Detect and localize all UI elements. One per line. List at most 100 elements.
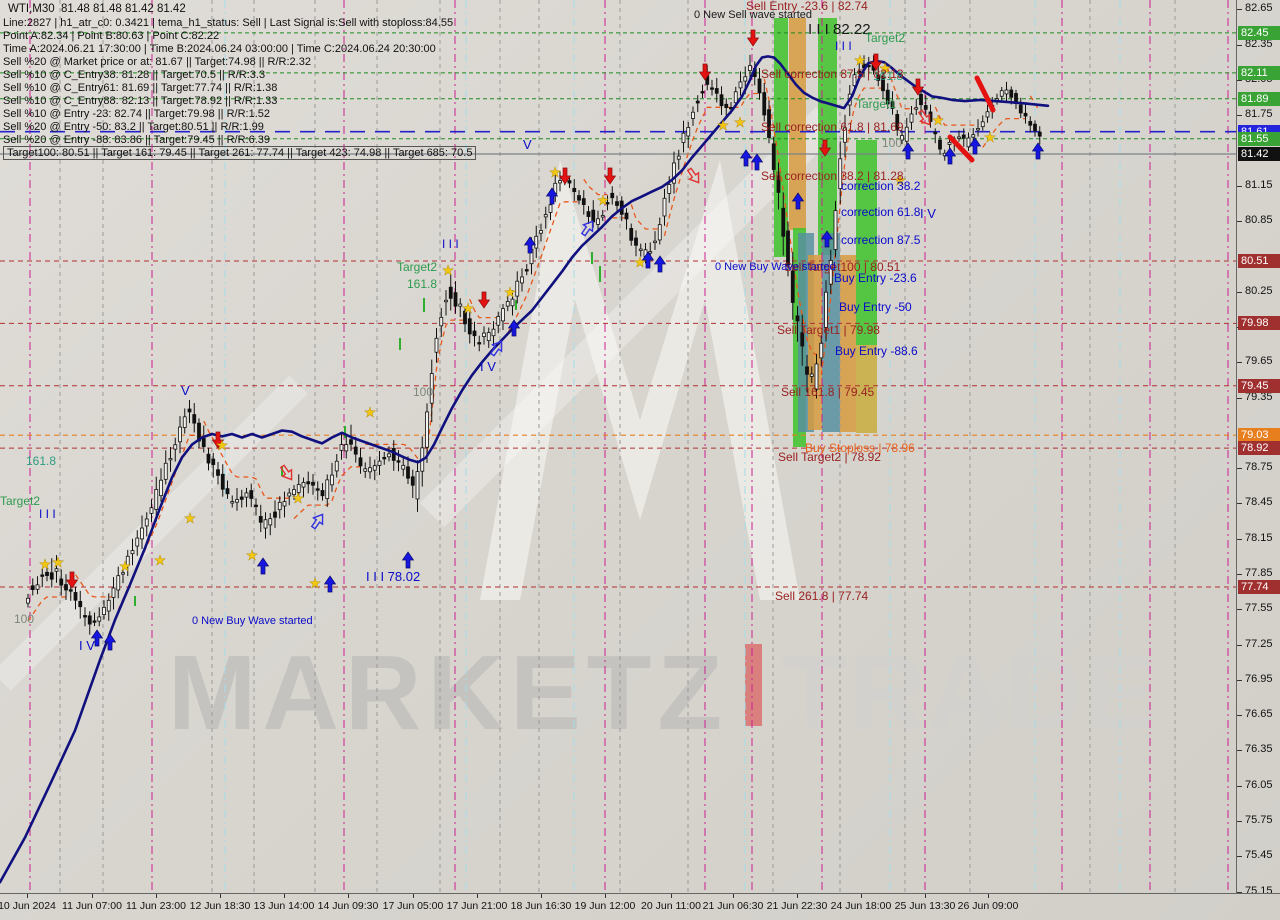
price-label: 76.65 <box>1245 708 1273 720</box>
time-tick <box>156 894 157 898</box>
price-label: 81.75 <box>1245 108 1273 120</box>
star-icon: ★ <box>216 437 229 453</box>
watermark-brand-right: TRADE <box>782 634 1158 752</box>
price-level-badge: 78.92 <box>1238 441 1280 455</box>
session-separators <box>29 0 1229 893</box>
star-icon: ★ <box>879 60 892 76</box>
wave-zones <box>774 18 877 447</box>
star-icon: ★ <box>52 554 65 570</box>
hollow-sell-arrow-icon <box>279 464 293 481</box>
time-label: 17 Jun 21:00 <box>446 900 508 912</box>
hollow-buy-arrow-icon <box>580 220 594 237</box>
zone-green <box>856 140 877 345</box>
time-tick <box>27 894 28 898</box>
signal-markers: ★ ★ ★ ★★★★★★★★★★★★★★ ★★ ★★★★ <box>39 29 1045 651</box>
buy-arrow-icon <box>653 255 667 273</box>
star-icon: ★ <box>734 114 747 130</box>
buy-arrow-icon <box>750 153 764 171</box>
sell-arrow-icon <box>698 63 712 81</box>
time-tick <box>220 894 221 898</box>
time-label: 17 Jun 05:00 <box>382 900 444 912</box>
time-label: 14 Jun 09:30 <box>317 900 379 912</box>
star-icon: ★ <box>854 52 867 68</box>
price-label: 78.75 <box>1245 461 1273 473</box>
star-icon: ★ <box>184 510 197 526</box>
price-tick <box>1237 9 1242 10</box>
buy-arrow-icon <box>103 633 117 651</box>
price-label: 77.55 <box>1245 602 1273 614</box>
price-level-badge: 81.89 <box>1238 92 1280 106</box>
zone-khaki <box>856 345 877 433</box>
sell-arrow-icon <box>911 78 925 96</box>
price-tick <box>1237 786 1242 787</box>
time-label: 12 Jun 18:30 <box>189 900 251 912</box>
targets-summary-line: Target100: 80.51 || Target 161: 79.45 ||… <box>3 146 477 160</box>
info-line: Line:2827 | h1_atr_c0: 0.3421 | tema_h1_… <box>3 17 454 29</box>
buy-arrow-icon <box>901 142 915 160</box>
price-tick <box>1237 362 1242 363</box>
price-tick <box>1237 680 1242 681</box>
time-tick <box>797 894 798 898</box>
price-tick <box>1237 715 1242 716</box>
price-level-badge: 79.03 <box>1238 428 1280 442</box>
info-line: Sell %20 @ Entry -50: 83.2 || Target:80.… <box>3 121 264 133</box>
time-label: 21 Jun 22:30 <box>766 900 828 912</box>
sell-arrow-icon <box>477 291 491 309</box>
price-tick <box>1237 221 1242 222</box>
star-icon: ★ <box>39 556 52 572</box>
star-icon: ★ <box>597 192 610 208</box>
price-level-badge: 82.45 <box>1238 26 1280 40</box>
price-label: 75.15 <box>1245 885 1273 897</box>
price-tick <box>1237 821 1242 822</box>
price-label: 77.85 <box>1245 567 1273 579</box>
hollow-sell-arrow-icon <box>686 167 700 184</box>
time-label: 11 Jun 07:00 <box>62 900 122 912</box>
price-tick <box>1237 609 1242 610</box>
time-label: 13 Jun 14:00 <box>253 900 315 912</box>
background-logo <box>0 106 841 691</box>
price-tick <box>1237 186 1242 187</box>
time-label: 26 Jun 09:00 <box>957 900 1019 912</box>
zone-orange <box>840 255 856 432</box>
price-axis[interactable]: 82.6582.3582.0581.7581.1580.8580.2579.95… <box>1236 0 1280 897</box>
time-axis[interactable]: 10 Jun 2024 11 Jun 07:00 11 Jun 23:00 12 Ju… <box>0 893 1280 920</box>
time-label: 19 Jun 12:00 <box>574 900 636 912</box>
level-lines <box>0 32 1236 588</box>
watermark-brand-left: MARKETZ <box>168 634 729 752</box>
hollow-buy-arrow-icon <box>310 513 324 530</box>
sell-arrow-icon <box>65 571 79 589</box>
star-icon: ★ <box>309 575 322 591</box>
time-tick <box>541 894 542 898</box>
sell-arrow-icon <box>211 431 225 449</box>
price-tick <box>1237 292 1242 293</box>
time-tick <box>92 894 93 898</box>
price-level-badge: 81.55 <box>1238 132 1280 146</box>
hollow-buy-arrow-icon <box>489 340 503 357</box>
price-label: 78.15 <box>1245 532 1273 544</box>
chart-plot-area[interactable]: ★ ★ ★ ★★★★★★★★★★★★★★ ★★ ★★★★ <box>0 0 1236 893</box>
sell-arrow-icon <box>869 53 883 71</box>
time-tick <box>861 894 862 898</box>
price-tick <box>1237 574 1242 575</box>
price-tick <box>1237 503 1242 504</box>
price-label: 75.45 <box>1245 849 1273 861</box>
star-icon: ★ <box>634 254 647 270</box>
info-line: Sell %10 @ Entry -23: 82.74 || Target:79… <box>3 108 270 120</box>
price-level-badge: 79.45 <box>1238 379 1280 393</box>
buy-arrow-icon <box>820 230 834 248</box>
star-icon: ★ <box>364 404 377 420</box>
time-label: 20 Jun 11:00 <box>641 900 701 912</box>
time-tick <box>671 894 672 898</box>
tema-line <box>0 55 1050 884</box>
star-icon: ★ <box>984 129 997 145</box>
price-label: 79.65 <box>1245 355 1273 367</box>
price-level-badge: 77.74 <box>1238 580 1280 594</box>
price-label: 82.35 <box>1245 38 1273 50</box>
time-tick <box>348 894 349 898</box>
price-label: 79.35 <box>1245 391 1273 403</box>
info-line: Point A:82.34 | Point B:80.63 | Point C:… <box>3 30 220 42</box>
zone-green <box>774 18 788 257</box>
price-label: 76.35 <box>1245 743 1273 755</box>
info-line: Time A:2024.06.21 17:30:00 | Time B:2024… <box>3 43 436 55</box>
